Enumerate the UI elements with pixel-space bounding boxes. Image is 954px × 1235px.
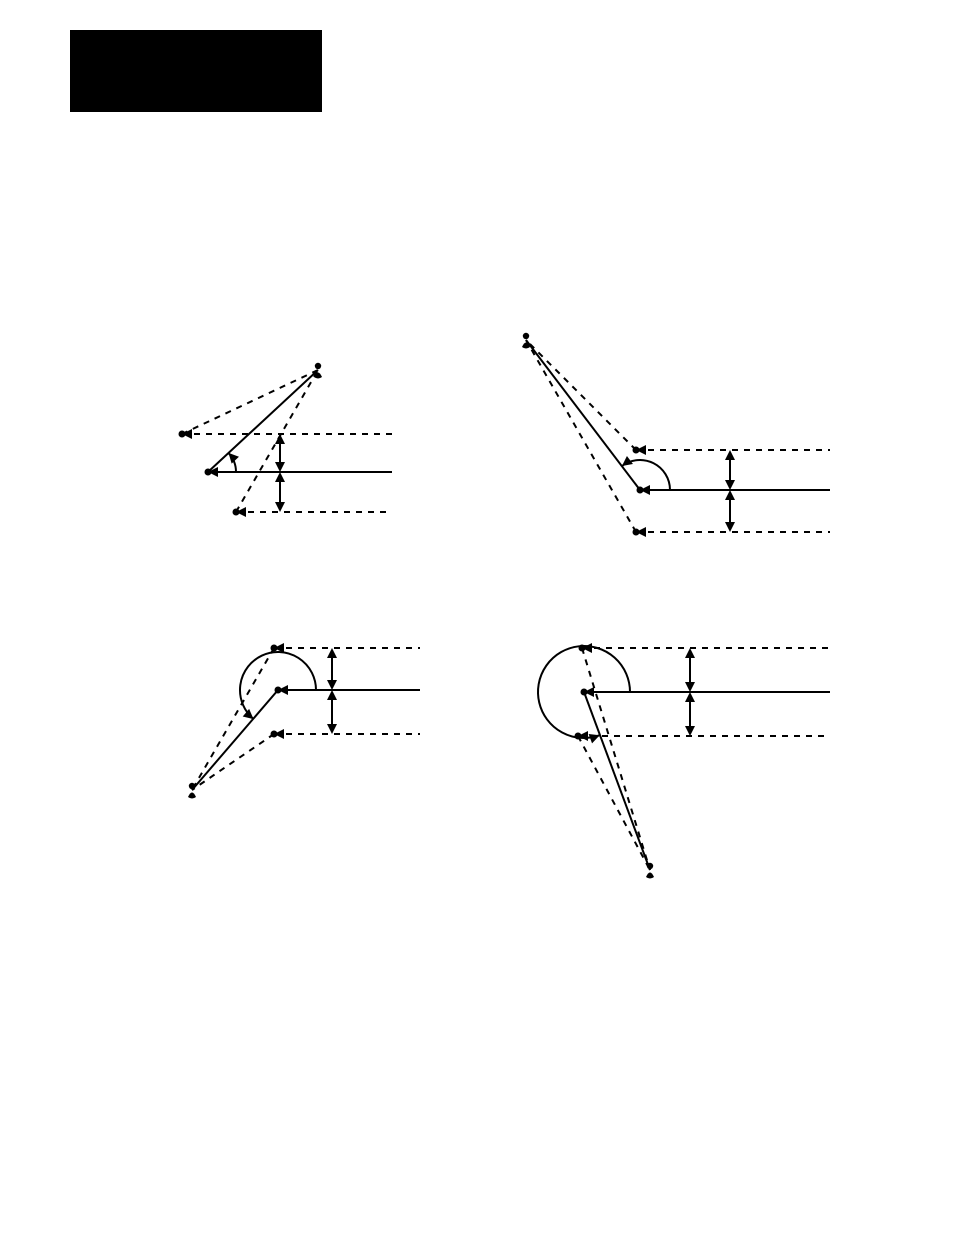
pin-icon xyxy=(646,863,654,879)
pin-icon xyxy=(188,783,196,799)
page xyxy=(0,0,954,1235)
diagram-canvas xyxy=(0,0,954,1235)
